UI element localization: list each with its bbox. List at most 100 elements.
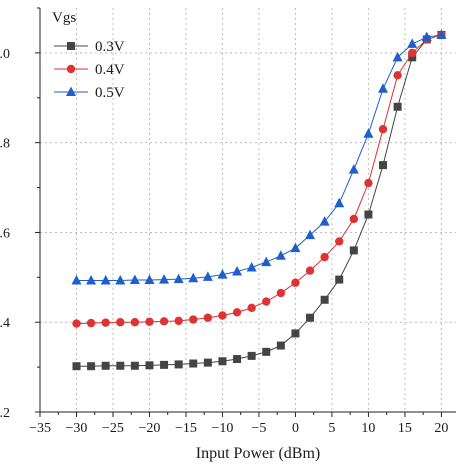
data-point: [363, 128, 374, 138]
data-point: [348, 164, 359, 174]
data-point: [364, 178, 373, 188]
y-tick-label: 0.4: [0, 316, 10, 331]
data-point: [349, 214, 359, 224]
x-tick-label: 15: [398, 421, 412, 436]
data-point: [159, 317, 169, 326]
data-point: [335, 237, 344, 246]
data-point: [320, 295, 329, 304]
data-point: [71, 274, 82, 285]
data-point: [305, 266, 315, 275]
data-point: [379, 161, 388, 170]
data-point: [159, 274, 170, 284]
data-point: [130, 361, 139, 370]
legend-label: 0.4V: [95, 62, 125, 78]
data-point: [130, 318, 140, 327]
x-tick-label: −35: [29, 421, 51, 436]
series-square: [72, 30, 446, 371]
x-tick-label: −25: [102, 421, 124, 436]
legend-marker: [66, 64, 76, 74]
legend-marker: [67, 42, 75, 50]
data-point: [334, 197, 345, 208]
x-tick-label: −30: [66, 421, 88, 436]
data-point: [86, 274, 97, 285]
data-point: [436, 29, 447, 39]
y-tick-label: 1.0: [0, 47, 10, 62]
data-point: [144, 274, 155, 285]
axis-ticks: −35 −30 −25 −20 −15 −10 −5 0 5 10 15 20 0.2 0.4 0.6 0.8…: [0, 7, 448, 436]
data-point: [262, 297, 271, 306]
data-point: [408, 48, 417, 58]
data-point: [407, 38, 418, 48]
x-tick-label: 0: [292, 421, 299, 436]
series-circle: [72, 30, 446, 328]
data-point: [319, 216, 330, 226]
legend-label: 0.3V: [95, 39, 125, 55]
legend-label: 0.5V: [95, 85, 125, 101]
data-point: [174, 316, 183, 326]
data-point: [290, 242, 301, 253]
data-point: [247, 303, 256, 313]
legend-marker: [66, 86, 76, 96]
data-point: [378, 83, 389, 93]
data-point: [392, 51, 403, 62]
x-tick-label: 5: [328, 421, 335, 436]
x-tick-label: −15: [175, 421, 197, 436]
data-point: [364, 210, 373, 219]
data-point: [233, 355, 242, 364]
data-point: [232, 265, 243, 276]
data-point: [217, 269, 228, 279]
data-point: [160, 360, 169, 369]
data-point: [101, 361, 110, 370]
legend-title: Vgs: [52, 10, 76, 26]
data-point: [408, 53, 417, 62]
data-point: [86, 318, 96, 328]
data-point: [188, 272, 199, 283]
data-point: [261, 256, 272, 267]
y-tick-label: 0.6: [0, 226, 10, 241]
data-point: [101, 318, 110, 327]
legend: Vgs 0.3V 0.4V 0.5V: [52, 10, 125, 101]
data-point: [305, 229, 316, 240]
data-point: [100, 274, 111, 285]
data-point: [218, 357, 227, 366]
data-point: [246, 261, 257, 272]
y-tick-label: 0.2: [0, 406, 10, 421]
data-series: [71, 29, 447, 371]
series-triangle: [71, 29, 447, 285]
data-point: [275, 250, 286, 260]
data-point: [421, 31, 432, 42]
data-point: [393, 71, 402, 80]
data-point: [202, 271, 213, 281]
data-point: [276, 341, 285, 350]
x-axis-title: Input Power (dBm): [196, 445, 320, 462]
grid-lines: [39, 8, 456, 413]
data-point: [335, 275, 344, 284]
x-tick-label: 20: [434, 421, 448, 436]
data-point: [203, 313, 213, 322]
data-point: [129, 274, 140, 285]
data-point: [189, 359, 198, 368]
data-point: [173, 273, 184, 284]
data-point: [291, 329, 300, 338]
data-point: [262, 347, 271, 356]
data-point: [72, 319, 81, 328]
y-tick-label: 0.8: [0, 137, 10, 152]
data-point: [87, 362, 96, 371]
data-point: [306, 313, 315, 322]
x-tick-label: −10: [212, 421, 234, 436]
data-point: [320, 252, 329, 262]
x-tick-label: −5: [251, 421, 266, 436]
x-tick-label: −20: [139, 421, 161, 436]
data-point: [116, 361, 125, 370]
data-point: [378, 125, 388, 134]
data-point: [218, 311, 227, 320]
data-point: [291, 278, 300, 287]
data-point: [174, 360, 183, 369]
data-point: [349, 246, 358, 255]
data-point: [115, 274, 126, 285]
data-point: [116, 318, 125, 327]
data-point: [145, 361, 154, 370]
data-point: [189, 315, 198, 324]
data-point: [276, 288, 286, 298]
